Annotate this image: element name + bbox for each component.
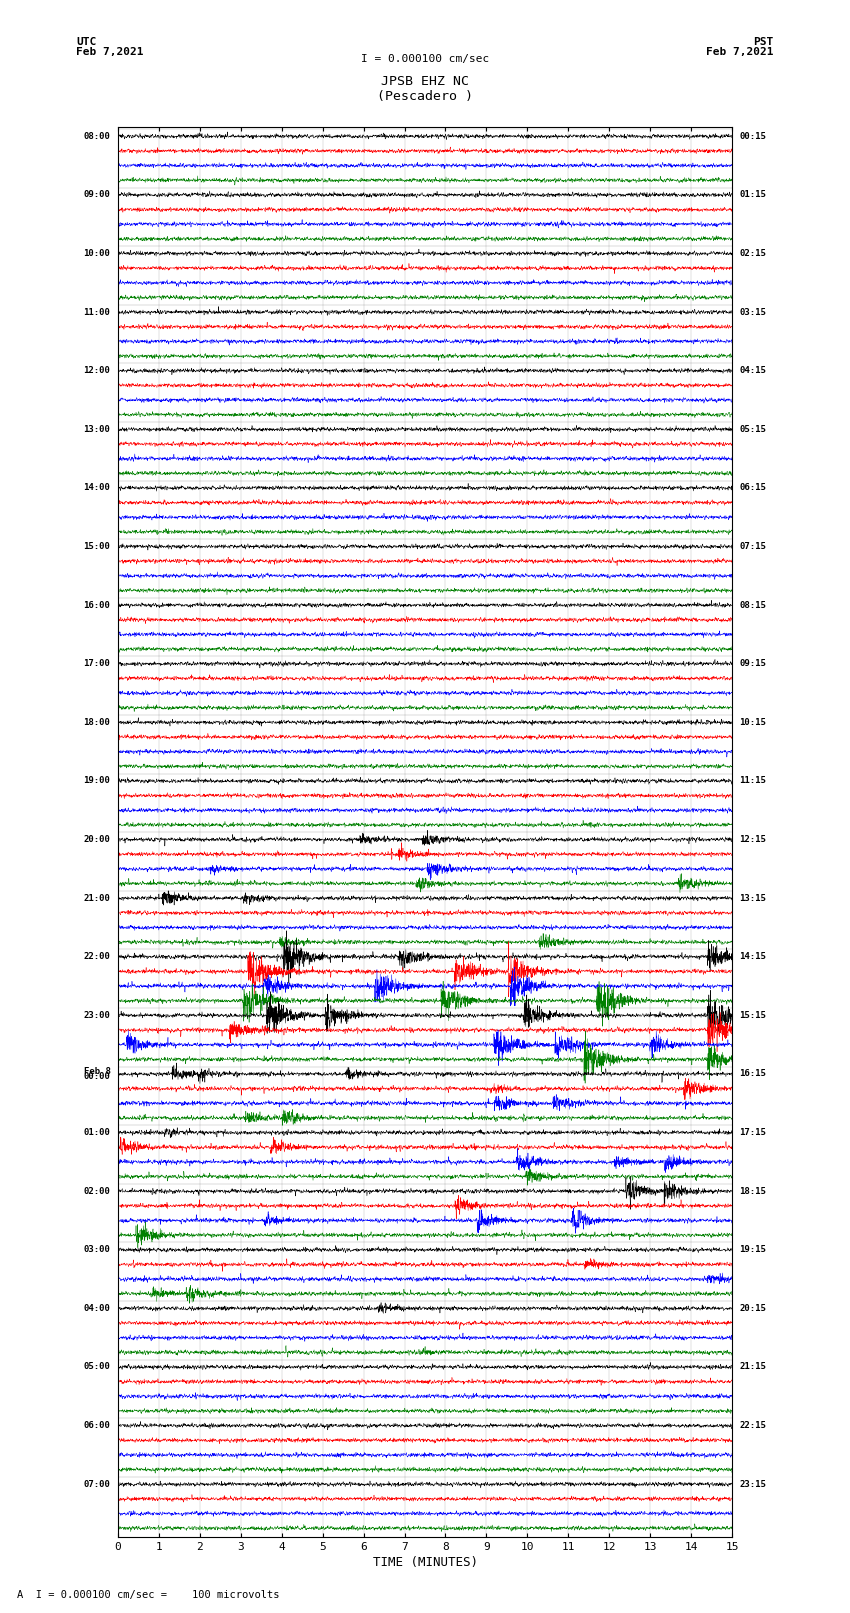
Text: 03:00: 03:00 <box>83 1245 110 1255</box>
Text: 07:15: 07:15 <box>740 542 767 552</box>
Text: 04:15: 04:15 <box>740 366 767 376</box>
Title: JPSB EHZ NC
(Pescadero ): JPSB EHZ NC (Pescadero ) <box>377 74 473 103</box>
Text: 18:15: 18:15 <box>740 1187 767 1195</box>
Text: 15:00: 15:00 <box>83 542 110 552</box>
Text: 01:00: 01:00 <box>83 1127 110 1137</box>
Text: 03:15: 03:15 <box>740 308 767 316</box>
Text: 16:15: 16:15 <box>740 1069 767 1079</box>
Text: 16:00: 16:00 <box>83 600 110 610</box>
Text: 04:00: 04:00 <box>83 1303 110 1313</box>
Text: A  I = 0.000100 cm/sec =    100 microvolts: A I = 0.000100 cm/sec = 100 microvolts <box>17 1590 280 1600</box>
Text: 10:15: 10:15 <box>740 718 767 727</box>
Text: 23:15: 23:15 <box>740 1479 767 1489</box>
Text: Feb 7,2021: Feb 7,2021 <box>76 47 144 56</box>
Text: 21:15: 21:15 <box>740 1363 767 1371</box>
Text: 06:15: 06:15 <box>740 484 767 492</box>
Text: I = 0.000100 cm/sec: I = 0.000100 cm/sec <box>361 53 489 65</box>
Text: 11:15: 11:15 <box>740 776 767 786</box>
X-axis label: TIME (MINUTES): TIME (MINUTES) <box>372 1557 478 1569</box>
Text: 15:15: 15:15 <box>740 1011 767 1019</box>
Text: 13:00: 13:00 <box>83 424 110 434</box>
Text: 20:15: 20:15 <box>740 1303 767 1313</box>
Text: 07:00: 07:00 <box>83 1479 110 1489</box>
Text: 14:00: 14:00 <box>83 484 110 492</box>
Text: 00:00: 00:00 <box>83 1071 110 1081</box>
Text: 17:15: 17:15 <box>740 1127 767 1137</box>
Text: 09:15: 09:15 <box>740 660 767 668</box>
Text: 11:00: 11:00 <box>83 308 110 316</box>
Text: Feb 8: Feb 8 <box>83 1068 110 1076</box>
Text: 19:15: 19:15 <box>740 1245 767 1255</box>
Text: 23:00: 23:00 <box>83 1011 110 1019</box>
Text: UTC: UTC <box>76 37 97 47</box>
Text: 05:15: 05:15 <box>740 424 767 434</box>
Text: 08:15: 08:15 <box>740 600 767 610</box>
Text: 10:00: 10:00 <box>83 248 110 258</box>
Text: 08:00: 08:00 <box>83 132 110 140</box>
Text: 06:00: 06:00 <box>83 1421 110 1431</box>
Text: 17:00: 17:00 <box>83 660 110 668</box>
Text: 21:00: 21:00 <box>83 894 110 903</box>
Text: 09:00: 09:00 <box>83 190 110 200</box>
Text: 12:00: 12:00 <box>83 366 110 376</box>
Text: 00:15: 00:15 <box>740 132 767 140</box>
Text: 01:15: 01:15 <box>740 190 767 200</box>
Text: 22:00: 22:00 <box>83 952 110 961</box>
Text: 05:00: 05:00 <box>83 1363 110 1371</box>
Text: 12:15: 12:15 <box>740 836 767 844</box>
Text: 22:15: 22:15 <box>740 1421 767 1431</box>
Text: 02:00: 02:00 <box>83 1187 110 1195</box>
Text: 13:15: 13:15 <box>740 894 767 903</box>
Text: 20:00: 20:00 <box>83 836 110 844</box>
Text: PST: PST <box>753 37 774 47</box>
Text: 14:15: 14:15 <box>740 952 767 961</box>
Text: Feb 7,2021: Feb 7,2021 <box>706 47 774 56</box>
Text: 18:00: 18:00 <box>83 718 110 727</box>
Text: 02:15: 02:15 <box>740 248 767 258</box>
Text: 19:00: 19:00 <box>83 776 110 786</box>
